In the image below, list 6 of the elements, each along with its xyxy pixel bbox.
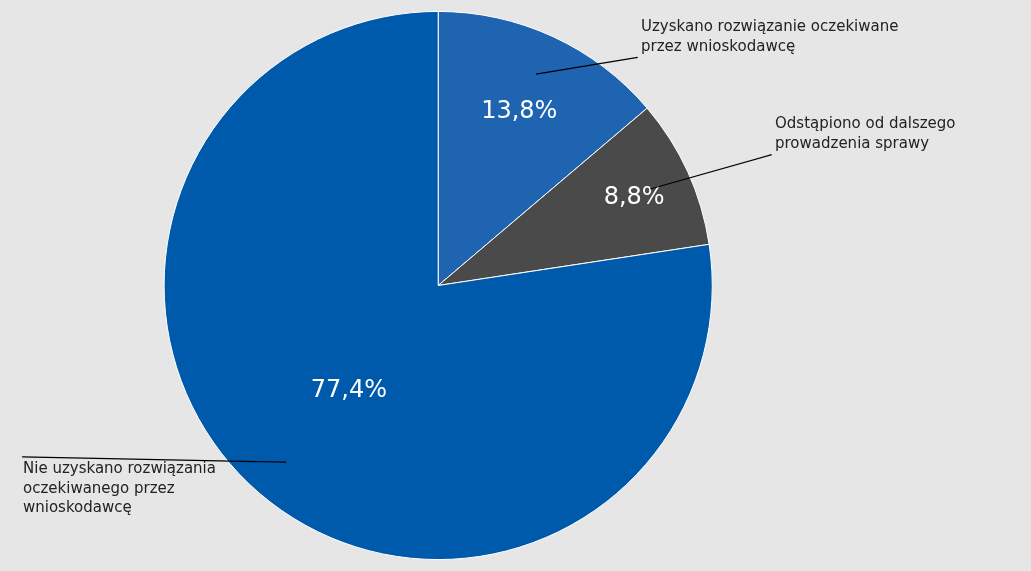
slice-label: Uzyskano rozwiązanie oczekiwane przez wnioskodawcę (641, 17, 899, 55)
slice-label: Nie uzyskano rozwiązania oczekiwanego przez wnioskodawcę (23, 459, 216, 516)
data-label: 8,8% (603, 182, 665, 211)
data-label: 77,4% (310, 375, 387, 404)
slice-label: Odstąpiono od dalszego prowadzenia sprawy (775, 114, 956, 152)
data-label: 13,8% (481, 96, 558, 125)
